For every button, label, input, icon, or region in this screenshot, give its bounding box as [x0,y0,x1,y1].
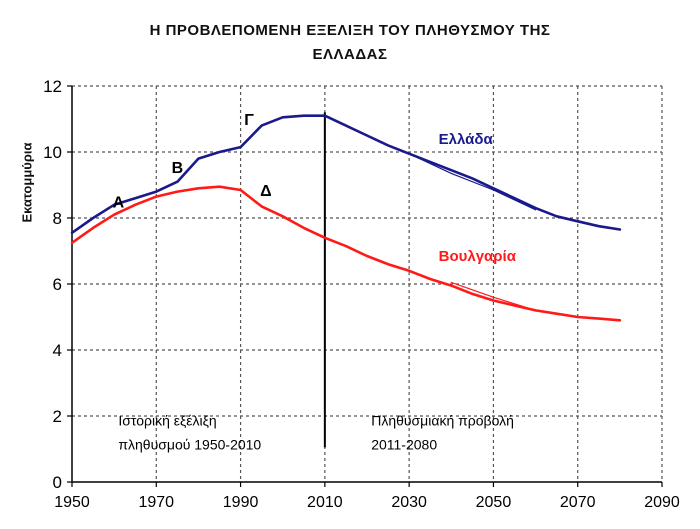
x-tick-label: 1990 [223,494,259,511]
y-tick-label: 12 [43,77,62,96]
x-tick-label: 2010 [307,494,343,511]
y-tick-label: 10 [43,143,62,162]
y-tick-label: 6 [53,275,62,294]
chart-title-line-2: ΕΛΛΑΔΑΣ [312,46,388,63]
note-0-line-1: πληθυσμού 1950-2010 [118,436,261,452]
note-1-line-0: Πληθυσμιακή προβολή [371,412,514,428]
series-label-0: Ελλάδα [439,131,494,148]
annotation-1: Β [172,160,184,177]
chart-title-line-1: Η ΠΡΟΒΛΕΠΟΜΕΝΗ ΕΞΕΛΙΞΗ ΤΟΥ ΠΛΗΘΥΣΜΟΥ ΤΗΣ [149,22,551,39]
x-tick-label: 2050 [476,494,512,511]
x-tick-label: 2070 [560,494,596,511]
x-tick-label: 2030 [391,494,427,511]
y-tick-label: 2 [53,407,62,426]
series-label-1: Βουλγαρία [439,248,517,265]
series-line-3 [450,281,537,311]
x-tick-label: 2090 [644,494,680,511]
series-line-0 [70,114,622,235]
y-tick-label: 4 [53,341,62,360]
annotation-0: Α [113,195,125,212]
note-1-line-1: 2011-2080 [371,436,437,452]
series-line-1 [408,153,537,211]
x-tick-label: 1950 [54,494,90,511]
annotation-3: Δ [260,183,272,200]
x-tick-label: 1970 [138,494,174,511]
y-tick-label: 8 [53,209,62,228]
series-line-2 [70,185,622,322]
annotation-2: Γ [244,112,254,129]
y-tick-label: 0 [53,473,62,492]
note-0-line-0: Ιστορική εξέλιξη [118,412,216,428]
